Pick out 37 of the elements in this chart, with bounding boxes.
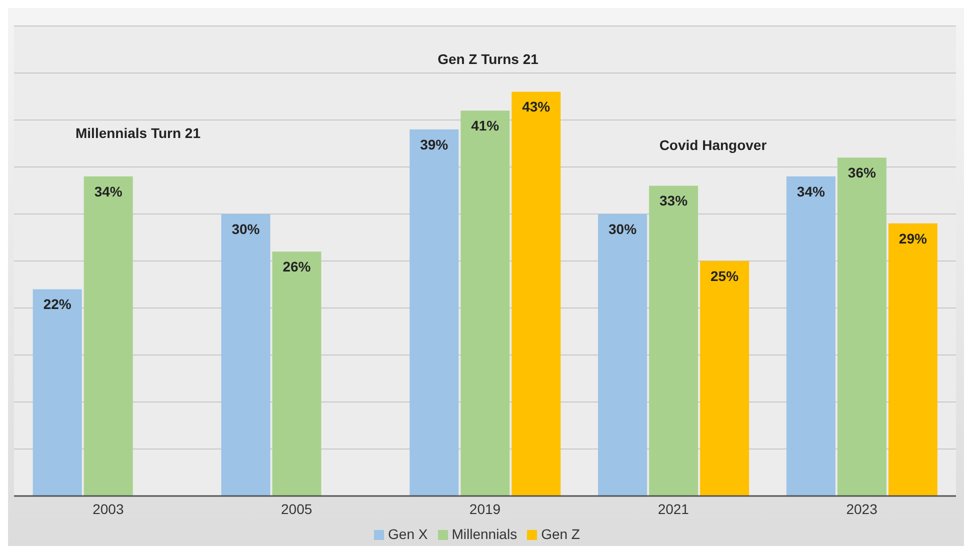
data-label: 43% xyxy=(522,98,551,115)
annotation: Millennials Turn 21 xyxy=(76,125,201,141)
bar xyxy=(598,214,648,496)
data-label: 34% xyxy=(796,183,826,200)
legend-label: Gen X xyxy=(388,526,428,542)
data-label: 36% xyxy=(848,164,876,181)
bar xyxy=(649,186,698,496)
data-label: 26% xyxy=(282,258,312,275)
x-tick-label: 2003 xyxy=(92,500,124,517)
legend-label: Millennials xyxy=(452,526,518,542)
data-label: 30% xyxy=(232,220,260,237)
legend-label: Gen Z xyxy=(541,526,580,542)
data-label: 22% xyxy=(43,296,72,312)
data-label: 33% xyxy=(660,192,688,209)
annotation: Gen Z Turns 21 xyxy=(438,51,539,67)
data-label: 29% xyxy=(898,230,928,246)
bar xyxy=(32,289,82,496)
x-tick-label: 2019 xyxy=(469,500,501,517)
bar xyxy=(460,110,510,496)
data-label: 30% xyxy=(608,220,638,237)
data-label: 34% xyxy=(94,183,123,200)
bar xyxy=(221,214,270,496)
bar xyxy=(786,176,836,496)
data-label: 39% xyxy=(420,136,449,152)
bar xyxy=(837,158,886,496)
bar xyxy=(512,92,561,496)
bar xyxy=(84,176,133,496)
x-tick-label: 2021 xyxy=(658,500,690,517)
data-label: 25% xyxy=(710,268,740,284)
x-tick-label: 2005 xyxy=(281,500,312,517)
bar xyxy=(410,129,459,496)
bar xyxy=(888,223,938,496)
x-tick-label: 2023 xyxy=(846,500,878,517)
data-label: 41% xyxy=(471,118,500,134)
annotation: Covid Hangover xyxy=(659,137,768,153)
bar xyxy=(700,261,750,496)
bar xyxy=(272,252,322,496)
